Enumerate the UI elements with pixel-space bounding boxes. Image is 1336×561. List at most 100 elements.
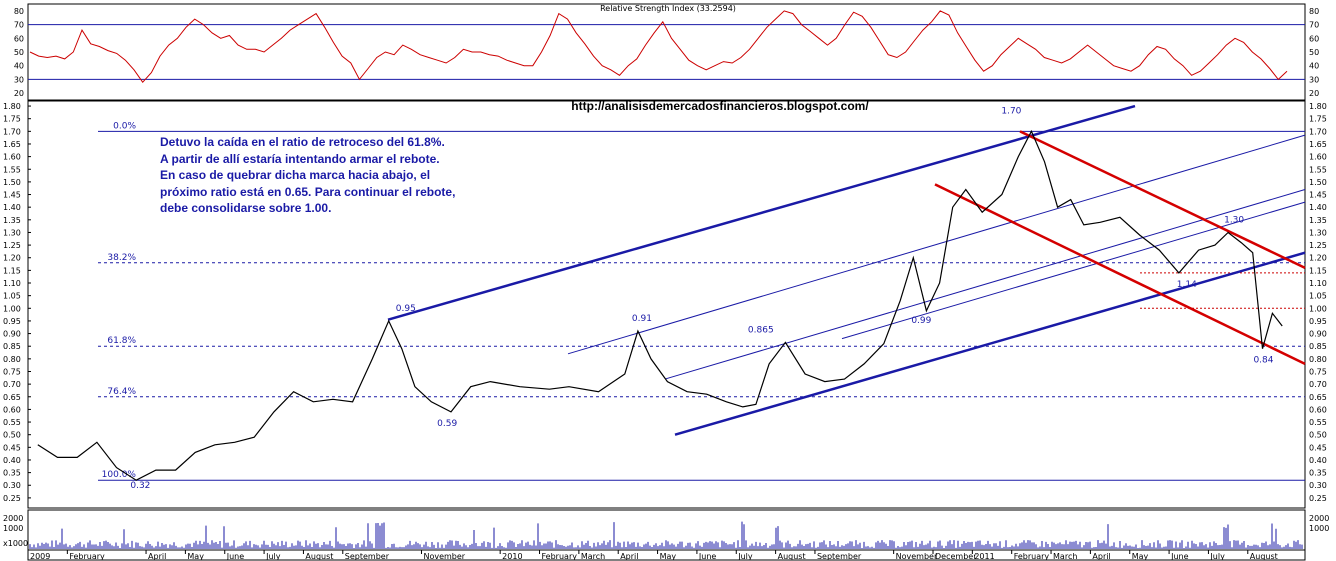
rsi-tick-left: 70 — [14, 21, 24, 30]
price-tick-left: 0.25 — [3, 494, 21, 503]
month-label: 2010 — [502, 552, 522, 561]
price-tick-right: 0.80 — [1309, 355, 1327, 364]
price-tick-left: 0.80 — [3, 355, 21, 364]
price-tick-right: 1.45 — [1309, 191, 1327, 200]
lower-trend-line — [674, 251, 1306, 436]
note-line-2: A partir de allí estaría intentando arma… — [160, 151, 440, 166]
month-label: November — [423, 552, 465, 561]
rsi-tick-left: 40 — [14, 62, 24, 71]
fib-level-label: 0.0% — [113, 121, 136, 131]
note-line-5: debe consolidarse sobre 1.00. — [160, 201, 332, 215]
price-tick-left: 1.55 — [3, 165, 21, 174]
price-panel: 0.0% 38.2% 61.8% 76.4% 100.0%0.32 0.95 0.59 0.9… — [37, 104, 1306, 491]
rsi-tick-right: 40 — [1309, 62, 1319, 71]
inner-channel-line — [841, 201, 1306, 340]
price-annotation: 0.32 — [130, 481, 150, 491]
month-label: February — [1014, 552, 1050, 561]
month-label: June — [226, 552, 245, 561]
price-tick-right: 0.85 — [1309, 342, 1327, 351]
blog-url: http://analisisdemercadosfinancieros.blo… — [571, 99, 869, 113]
price-annotation: 0.865 — [748, 325, 774, 335]
price-tick-left: 0.65 — [3, 393, 21, 402]
price-tick-left: 1.00 — [3, 304, 21, 313]
price-tick-left: 0.95 — [3, 317, 21, 326]
price-tick-right: 0.55 — [1309, 418, 1327, 427]
price-tick-right: 1.75 — [1309, 115, 1327, 124]
price-tick-right: 0.45 — [1309, 443, 1327, 452]
axes: 1.80 1.80 1.75 1.75 1.70 1.70 1.65 1.65 1.60 1.60… — [3, 102, 1327, 561]
price-tick-right: 1.50 — [1309, 178, 1327, 187]
month-label: April — [620, 552, 638, 561]
volume-tick-right: 2000 — [1309, 514, 1329, 523]
fib-level-label: 61.8% — [107, 336, 136, 346]
rsi-tick-left: 50 — [14, 48, 24, 57]
price-annotation: 0.95 — [396, 304, 416, 314]
price-tick-left: 0.60 — [3, 405, 21, 414]
inner-channel-line — [567, 134, 1306, 355]
rsi-tick-left: 20 — [14, 89, 24, 98]
rsi-tick-right: 60 — [1309, 34, 1319, 43]
rsi-tick-right: 50 — [1309, 48, 1319, 57]
price-tick-right: 1.40 — [1309, 203, 1327, 212]
panel-frames — [27, 3, 1306, 561]
price-tick-left: 1.60 — [3, 153, 21, 162]
month-label: February — [542, 552, 578, 561]
price-tick-right: 1.70 — [1309, 127, 1327, 136]
month-label: April — [1092, 552, 1110, 561]
price-tick-left: 1.30 — [3, 228, 21, 237]
note-line-3: En caso de quebrar dicha marca hacia aba… — [160, 168, 431, 182]
rsi-tick-right: 70 — [1309, 21, 1319, 30]
month-label: July — [265, 552, 281, 561]
upper-down-channel — [1019, 130, 1306, 269]
month-label: September — [817, 552, 862, 561]
month-label: September — [345, 552, 390, 561]
price-tick-right: 0.95 — [1309, 317, 1327, 326]
price-tick-right: 1.30 — [1309, 228, 1327, 237]
rsi-tick-left: 30 — [14, 75, 24, 84]
month-label: March — [1053, 552, 1077, 561]
price-tick-left: 1.15 — [3, 266, 21, 275]
price-tick-left: 1.70 — [3, 127, 21, 136]
month-label: March — [581, 552, 605, 561]
price-tick-left: 1.50 — [3, 178, 21, 187]
price-tick-right: 1.15 — [1309, 266, 1327, 275]
price-tick-left: 0.50 — [3, 431, 21, 440]
rsi-line — [29, 10, 1288, 83]
price-tick-left: 0.40 — [3, 456, 21, 465]
note-line-4: próximo ratio está en 0.65. Para continu… — [160, 184, 456, 199]
price-tick-right: 1.10 — [1309, 279, 1327, 288]
rsi-tick-right: 30 — [1309, 75, 1319, 84]
inner-channel-line — [664, 188, 1306, 380]
price-tick-left: 1.25 — [3, 241, 21, 250]
rsi-tick-right: 20 — [1309, 89, 1319, 98]
month-label: May — [187, 552, 204, 561]
lower-down-channel — [934, 183, 1306, 366]
price-annotation: 1.14 — [1177, 280, 1197, 290]
month-label: July — [1209, 552, 1225, 561]
price-tick-right: 0.35 — [1309, 469, 1327, 478]
rsi-panel: 80 80 70 70 60 60 50 50 40 40 30 30 20 20 — [14, 7, 1319, 98]
volume-tick-left: 1000 — [3, 524, 23, 533]
price-tick-right: 1.25 — [1309, 241, 1327, 250]
month-label: November — [896, 552, 938, 561]
price-tick-right: 0.90 — [1309, 330, 1327, 339]
analysis-note: Detuvo la caída en el ratio de retroceso… — [160, 134, 500, 217]
price-tick-left: 0.45 — [3, 443, 21, 452]
price-tick-right: 0.50 — [1309, 431, 1327, 440]
price-tick-right: 1.05 — [1309, 292, 1327, 301]
price-tick-right: 0.60 — [1309, 405, 1327, 414]
price-tick-right: 0.65 — [1309, 393, 1327, 402]
month-label: February — [69, 552, 105, 561]
month-label: May — [1132, 552, 1149, 561]
month-label: August — [778, 552, 806, 561]
volume-tick-right: 1000 — [1309, 524, 1329, 533]
month-label: 2011 — [974, 552, 994, 561]
price-tick-left: 1.10 — [3, 279, 21, 288]
fib-level-label: 100.0% — [102, 470, 137, 480]
price-tick-right: 1.20 — [1309, 254, 1327, 263]
price-tick-right: 0.30 — [1309, 481, 1327, 490]
volume-unit: x1000 — [3, 539, 28, 548]
price-tick-left: 1.80 — [3, 102, 21, 111]
